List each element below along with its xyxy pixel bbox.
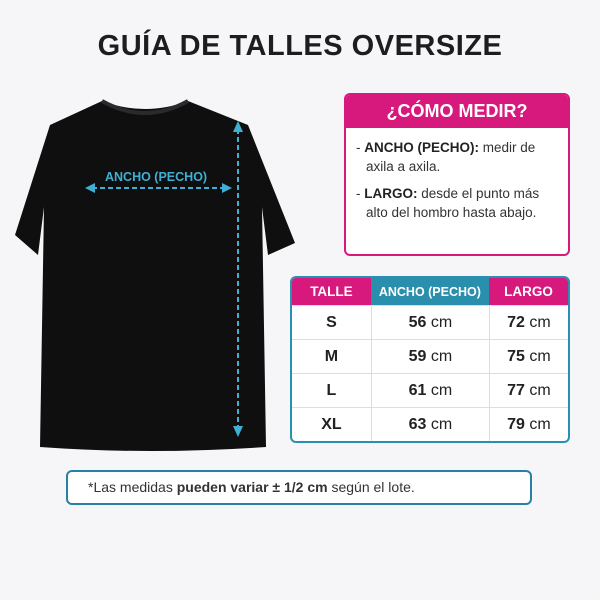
how-to-measure-title: ¿CÓMO MEDIR? [346,95,568,128]
largo-value: 72 [507,313,525,331]
size-cell: S [292,305,371,339]
largo-cell: 72 cm [488,305,568,339]
largo-value: 77 [507,381,525,399]
ancho-cell: 56 cm [370,305,489,339]
instruction-item: - LARGO: desde el punto más alto del hom… [356,186,540,220]
width-arrow [85,183,232,193]
largo-cell: 77 cm [488,373,568,407]
ancho-cell: 61 cm [370,373,489,407]
size-cell: XL [292,407,371,441]
tshirt-illustration [15,99,295,451]
instruction-term: ANCHO (PECHO): [364,140,479,155]
table-row: XL 63 cm 79 cm [292,407,568,441]
ancho-value: 56 [408,313,427,331]
header-talle: TALLE [292,278,371,305]
disclaimer-note: *Las medidas pueden variar ± 1/2 cm segú… [66,470,532,505]
collar [101,99,189,115]
note-suffix: según el lote. [331,479,415,495]
instruction-text: desde el punto más alto del hombro hasta… [366,186,540,220]
how-to-measure-box: ¿CÓMO MEDIR? - ANCHO (PECHO): medir de a… [344,93,570,256]
instruction-item: - ANCHO (PECHO): medir de axila a axila. [356,140,536,174]
note-prefix: *Las medidas [88,479,173,495]
page-title: GUÍA DE TALLES OVERSIZE [97,30,503,62]
largo-value: 79 [507,415,525,433]
unit: cm [430,381,453,399]
ancho-cell: 59 cm [370,339,489,373]
ancho-value: 63 [408,415,427,433]
table-row: S 56 cm 72 cm [292,305,568,339]
unit: cm [430,415,453,433]
length-arrow [233,121,243,437]
width-label: ANCHO (PECHO) [105,170,208,184]
table-row: L 61 cm 77 cm [292,373,568,407]
size-cell: L [292,373,371,407]
largo-cell: 75 cm [488,339,568,373]
size-cell: M [292,339,371,373]
unit: cm [529,381,551,399]
size-table: TALLE ANCHO (PECHO) LARGO S 56 cm 72 cm M… [290,276,570,443]
instruction-text: medir de axila a axila. [366,140,536,174]
unit: cm [529,313,551,331]
instruction-term: LARGO: [364,186,418,201]
header-largo: LARGO [488,278,568,305]
tshirt-shape [15,101,295,451]
unit: cm [430,313,453,331]
ancho-value: 59 [408,347,427,365]
ancho-value: 61 [408,381,427,399]
note-bold: pueden variar ± 1/2 cm [176,479,328,495]
unit: cm [529,415,551,433]
largo-value: 75 [507,347,525,365]
largo-cell: 79 cm [488,407,568,441]
header-ancho: ANCHO (PECHO) [370,278,489,305]
unit: cm [529,347,551,365]
ancho-cell: 63 cm [370,407,489,441]
table-row: M 59 cm 75 cm [292,339,568,373]
unit: cm [430,347,453,365]
